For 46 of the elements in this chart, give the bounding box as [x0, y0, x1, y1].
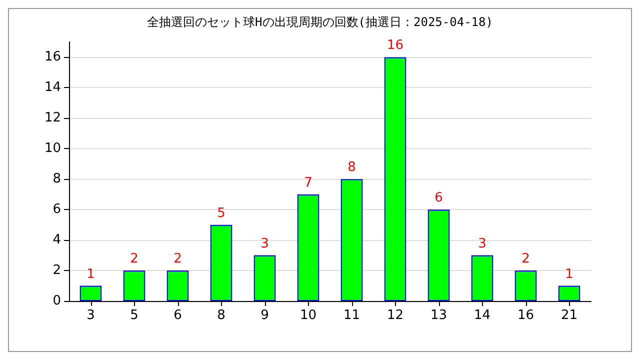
bar: [384, 57, 406, 301]
data-label: 1: [86, 266, 95, 282]
x-tick-label: 3: [86, 308, 95, 323]
data-label: 8: [348, 160, 356, 176]
data-label: 2: [130, 252, 138, 267]
x-tick-label: 13: [430, 308, 448, 323]
x-tick-label: 21: [560, 308, 578, 323]
x-tick-label: 11: [343, 308, 360, 323]
data-label: 7: [304, 175, 312, 190]
y-tick-label: 16: [44, 50, 61, 65]
bar: [297, 194, 320, 301]
y-tick-label: 0: [52, 294, 61, 308]
bar: [558, 286, 580, 301]
x-tick-label: 5: [130, 308, 138, 323]
bar: [123, 270, 146, 301]
x-tick-label: 9: [260, 308, 269, 323]
data-label: 6: [434, 190, 443, 206]
y-tick-label: 12: [44, 110, 61, 126]
data-label: 2: [174, 252, 182, 267]
data-label: 1: [565, 266, 574, 282]
bar: [166, 270, 189, 301]
x-tick-label: 16: [517, 308, 534, 323]
bar: [254, 255, 276, 301]
data-label: 5: [217, 206, 226, 221]
x-tick-label: 14: [474, 308, 491, 323]
bar: [428, 210, 450, 301]
y-tick-label: 8: [52, 172, 61, 187]
bar: [340, 179, 363, 301]
bar: [210, 224, 232, 301]
bar: [514, 270, 537, 301]
y-tick-label: 10: [44, 141, 61, 156]
data-label: 3: [478, 236, 486, 252]
data-label: 3: [260, 236, 269, 252]
y-tick-label: 14: [44, 80, 61, 96]
data-label: 16: [386, 38, 404, 54]
bar: [471, 255, 494, 301]
y-tick-label: 6: [52, 202, 61, 218]
y-tick-label: 4: [52, 232, 61, 248]
x-tick-label: 6: [174, 308, 182, 323]
data-label: 2: [522, 252, 530, 267]
x-tick-label: 10: [300, 308, 317, 323]
x-tick-label: 8: [217, 308, 226, 323]
chart-title: 全抽選回のセット球Hの出現周期の回数(抽選日：2025-04-18): [147, 15, 493, 29]
y-tick-label: 2: [52, 263, 61, 278]
x-tick-label: 12: [386, 308, 404, 323]
bar: [80, 286, 102, 301]
